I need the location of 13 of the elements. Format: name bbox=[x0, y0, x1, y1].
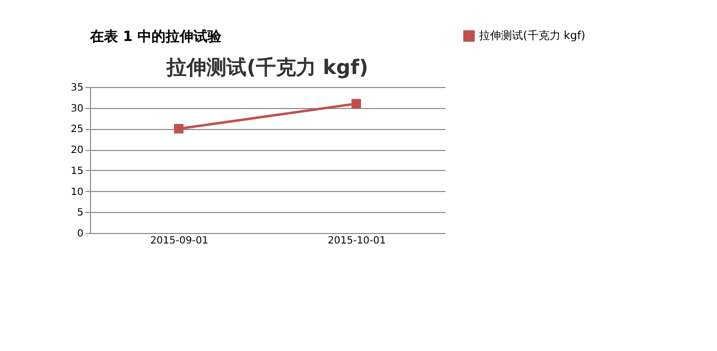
x-tick-label: 2015-10-01 bbox=[328, 236, 386, 246]
y-tick-label: 0 bbox=[77, 228, 84, 240]
legend-label: 拉伸测试(千克力 kgf) bbox=[479, 29, 586, 42]
y-tick-label: 10 bbox=[70, 186, 84, 198]
chart-title: 拉伸测试(千克力 kgf) bbox=[166, 55, 368, 79]
y-tick-label: 5 bbox=[77, 208, 84, 219]
y-tick-label: 15 bbox=[70, 166, 84, 177]
y-tick-label: 20 bbox=[70, 145, 84, 156]
y-tick-label: 35 bbox=[70, 82, 84, 94]
y-tick-label: 30 bbox=[70, 103, 84, 114]
y-tick-label: 25 bbox=[70, 124, 84, 136]
x-tick-label: 2015-09-01 bbox=[150, 236, 208, 246]
text: 在表 1 中的拉伸试验 bbox=[89, 29, 222, 45]
